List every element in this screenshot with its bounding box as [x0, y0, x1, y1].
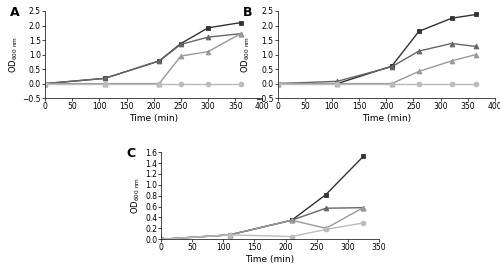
Y-axis label: $\mathregular{OD_{600\ nm}}$: $\mathregular{OD_{600\ nm}}$: [7, 36, 20, 73]
Text: A: A: [10, 6, 20, 19]
Y-axis label: $\mathregular{OD_{600\ nm}}$: $\mathregular{OD_{600\ nm}}$: [130, 177, 142, 214]
X-axis label: Time (min): Time (min): [362, 114, 411, 123]
Text: C: C: [126, 147, 136, 160]
X-axis label: Time (min): Time (min): [129, 114, 178, 123]
Text: B: B: [243, 6, 252, 19]
Y-axis label: $\mathregular{OD_{600\ nm}}$: $\mathregular{OD_{600\ nm}}$: [240, 36, 252, 73]
X-axis label: Time (min): Time (min): [246, 255, 294, 264]
